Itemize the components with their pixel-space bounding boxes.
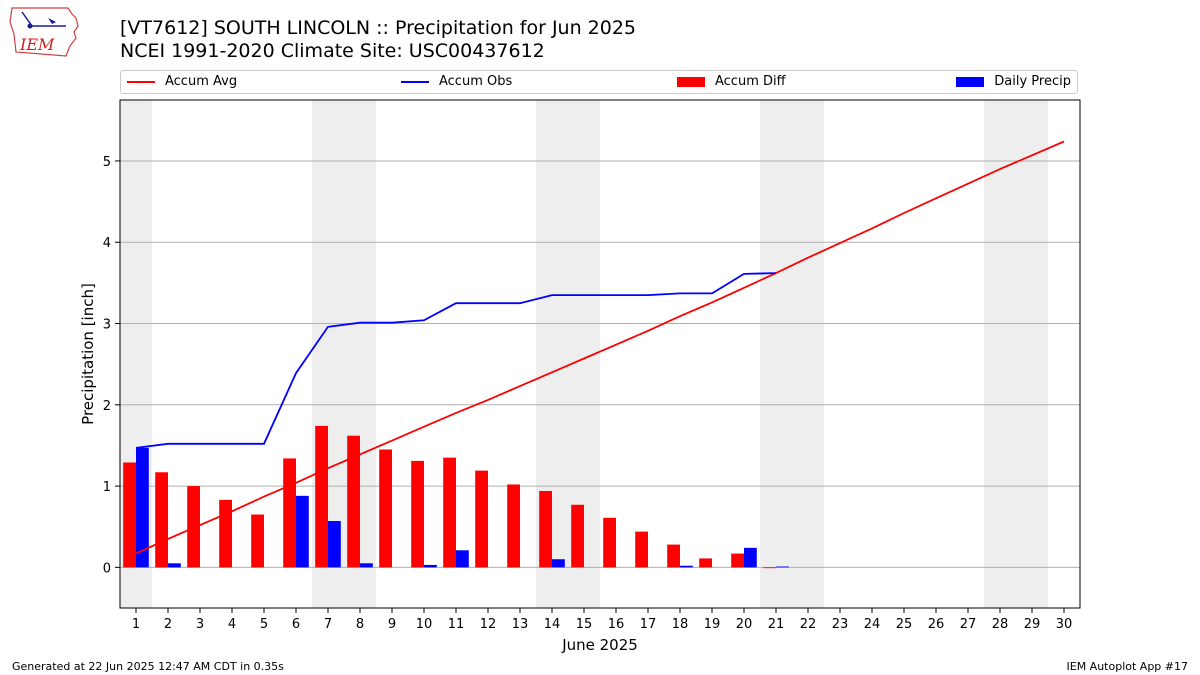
- x-tick-label: 28: [992, 617, 1009, 632]
- x-tick-label: 6: [292, 617, 300, 632]
- accum-diff-bar: [123, 462, 136, 568]
- accum-diff-bar: [699, 558, 712, 568]
- legend-label: Accum Diff: [715, 74, 786, 89]
- daily-precip-bar: [328, 521, 341, 568]
- x-tick-label: 14: [544, 617, 561, 632]
- daily-precip-bar: [136, 447, 149, 568]
- legend-swatch: [127, 80, 155, 83]
- legend-label: Daily Precip: [994, 74, 1071, 89]
- legend-item-daily-precip: Daily Precip: [956, 74, 1071, 89]
- footer-app: IEM Autoplot App #17: [1066, 660, 1189, 673]
- x-tick-label: 26: [928, 617, 945, 632]
- x-tick-label: 15: [576, 617, 593, 632]
- daily-precip-bar: [424, 564, 437, 568]
- accum-diff-bar: [571, 504, 584, 568]
- y-tick-label: 5: [103, 155, 111, 170]
- x-tick-label: 18: [672, 617, 689, 632]
- x-tick-label: 3: [196, 617, 204, 632]
- x-tick-label: 16: [608, 617, 625, 632]
- iowa-outline-icon: [9, 7, 79, 57]
- footer-generated: Generated at 22 Jun 2025 12:47 AM CDT in…: [12, 660, 284, 673]
- chart-title: [VT7612] SOUTH LINCOLN :: Precipitation …: [120, 17, 637, 39]
- accum-diff-bar: [539, 490, 552, 568]
- x-tick-label: 17: [640, 617, 657, 632]
- x-tick-label: 27: [960, 617, 977, 632]
- x-tick-label: 2: [164, 617, 172, 632]
- accum-diff-bar: [731, 553, 744, 568]
- accum-diff-bar: [763, 567, 776, 569]
- x-tick-label: 7: [324, 617, 332, 632]
- daily-precip-bar: [680, 565, 693, 568]
- daily-precip-bar: [776, 566, 789, 568]
- x-tick-label: 12: [480, 617, 497, 632]
- accum-diff-bar: [155, 472, 168, 568]
- y-tick-label: 1: [103, 480, 111, 495]
- x-tick-label: 19: [704, 617, 721, 632]
- x-tick-label: 13: [512, 617, 529, 632]
- x-tick-label: 20: [736, 617, 753, 632]
- accum-diff-bar: [667, 544, 680, 568]
- x-tick-label: 24: [864, 617, 881, 632]
- legend-item-accum-obs: Accum Obs: [401, 74, 512, 89]
- legend-swatch: [401, 80, 429, 83]
- legend-item-accum-diff: Accum Diff: [677, 74, 786, 89]
- daily-precip-bar: [552, 559, 565, 568]
- accum-diff-bar: [315, 425, 328, 568]
- accum-diff-bar: [635, 531, 648, 568]
- legend-item-accum-avg: Accum Avg: [127, 74, 237, 89]
- accum-diff-bar: [379, 449, 392, 568]
- x-tick-label: 1: [132, 617, 140, 632]
- x-tick-label: 22: [800, 617, 817, 632]
- legend-swatch: [677, 76, 705, 87]
- accum-avg-line: [135, 140, 1065, 555]
- x-tick-label: 21: [768, 617, 785, 632]
- x-tick-label: 30: [1056, 617, 1073, 632]
- plot-frame: [119, 99, 1081, 609]
- iem-logo: IEM: [9, 7, 79, 57]
- accum-obs-line: [135, 272, 777, 449]
- x-tick-label: 5: [260, 617, 268, 632]
- x-axis-label: June 2025: [561, 636, 638, 654]
- x-tick-label: 9: [388, 617, 396, 632]
- y-tick-label: 2: [103, 399, 111, 414]
- y-axis-label: Precipitation [inch]: [79, 283, 97, 425]
- daily-precip-bar: [456, 550, 469, 568]
- accum-diff-bar: [251, 514, 264, 568]
- x-tick-label: 10: [416, 617, 433, 632]
- legend-swatch: [956, 76, 985, 87]
- x-tick-label: 25: [896, 617, 913, 632]
- accum-diff-bar: [187, 486, 200, 568]
- x-tick-label: 4: [228, 617, 236, 632]
- legend-label: Accum Avg: [165, 74, 238, 89]
- y-tick-label: 4: [103, 236, 111, 251]
- x-tick-label: 11: [448, 617, 465, 632]
- x-tick-label: 8: [356, 617, 364, 632]
- chart-subtitle: NCEI 1991-2020 Climate Site: USC00437612: [120, 40, 545, 62]
- accum-diff-bar: [443, 457, 456, 568]
- accum-diff-bar: [603, 517, 616, 568]
- x-tick-label: 29: [1024, 617, 1041, 632]
- y-tick-label: 0: [103, 561, 111, 576]
- accum-diff-bar: [475, 470, 488, 568]
- legend: Accum Avg Accum Obs Accum Diff Daily Precip: [120, 70, 1078, 94]
- weekend-band: [1016, 100, 1048, 608]
- daily-precip-bar: [168, 563, 181, 568]
- weekend-band: [792, 100, 824, 608]
- weekend-band: [984, 100, 1016, 608]
- accum-diff-bar: [507, 484, 520, 568]
- weekend-band: [760, 100, 792, 608]
- daily-precip-bar: [360, 563, 373, 568]
- daily-precip-bar: [296, 495, 309, 568]
- accum-diff-bar: [219, 499, 232, 568]
- legend-label: Accum Obs: [439, 74, 513, 89]
- accum-diff-bar: [283, 458, 296, 568]
- accum-diff-bar: [411, 460, 424, 568]
- logo-text: IEM: [19, 35, 55, 54]
- accum-diff-bar: [347, 435, 360, 568]
- x-tick-label: 23: [832, 617, 849, 632]
- y-tick-label: 3: [103, 318, 111, 333]
- daily-precip-bar: [744, 547, 757, 568]
